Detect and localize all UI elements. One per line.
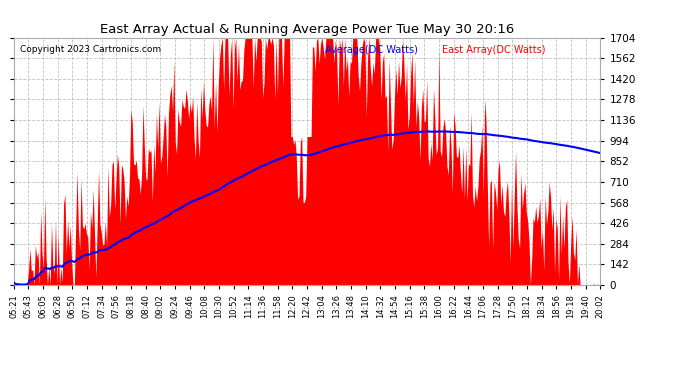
Text: East Array(DC Watts): East Array(DC Watts) xyxy=(442,45,545,55)
Title: East Array Actual & Running Average Power Tue May 30 20:16: East Array Actual & Running Average Powe… xyxy=(100,23,514,36)
Text: Copyright 2023 Cartronics.com: Copyright 2023 Cartronics.com xyxy=(19,45,161,54)
Text: Average(DC Watts): Average(DC Watts) xyxy=(325,45,417,55)
